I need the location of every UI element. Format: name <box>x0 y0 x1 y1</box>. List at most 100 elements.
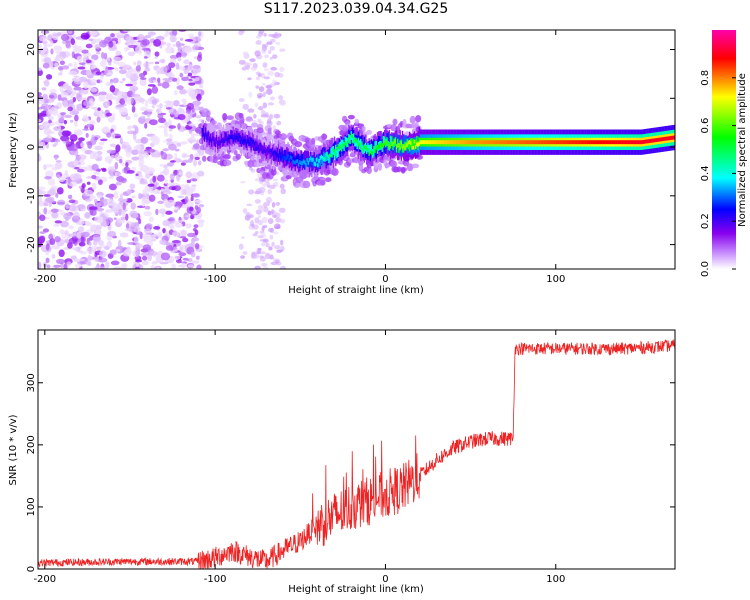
heatmap-cell <box>358 160 364 166</box>
heatmap-cell <box>144 170 149 174</box>
heatmap-cell <box>111 131 116 140</box>
heatmap-cell <box>73 61 78 70</box>
heatmap-cell <box>183 59 190 65</box>
heatmap-ridge-cell <box>473 140 475 145</box>
heatmap-cell <box>104 156 113 163</box>
heatmap-cell <box>187 72 193 77</box>
heatmap-cell <box>93 171 101 175</box>
heatmap-cell <box>179 235 187 239</box>
heatmap-cell <box>196 264 202 269</box>
heatmap-cell <box>263 225 268 229</box>
colorbar-tick-label: 0.6 <box>700 118 711 134</box>
heatmap-cell <box>109 205 113 209</box>
heatmap-cell <box>43 202 49 207</box>
heatmap-ridge-cell <box>623 140 625 145</box>
heatmap-cell <box>255 188 263 194</box>
heatmap-cell <box>144 34 152 39</box>
heatmap-cell <box>47 116 55 121</box>
heatmap-cell <box>248 167 253 171</box>
heatmap-cell <box>257 106 264 111</box>
heatmap-ridge-cell <box>423 140 425 145</box>
heatmap-cell <box>65 202 69 209</box>
heatmap-ridge-cell <box>271 147 274 157</box>
heatmap-cell <box>74 114 79 122</box>
heatmap-cell <box>98 91 107 96</box>
heatmap-ridge-cell <box>476 140 479 145</box>
heatmap-cell <box>151 260 158 265</box>
heatmap-ridge-cell <box>389 144 392 149</box>
heatmap-ridge-cell <box>438 140 441 145</box>
heatmap-ridge-cell <box>398 144 400 153</box>
heatmap-cell <box>171 30 178 36</box>
heatmap-ridge-cell <box>511 140 513 145</box>
heatmap-cell <box>44 123 53 126</box>
heatmap-cell <box>106 100 110 108</box>
heatmap-ridge-cell <box>381 143 383 152</box>
heatmap-cell <box>137 149 145 155</box>
heatmap-cell <box>241 236 245 239</box>
heatmap-cell <box>180 162 186 166</box>
heatmap-ridge-cell <box>402 144 405 149</box>
heatmap-ridge-cell <box>206 136 208 141</box>
heatmap-cell <box>139 78 147 87</box>
heatmap-cell <box>179 37 184 41</box>
heatmap-ridge-cell <box>407 140 410 145</box>
heatmap-cell <box>107 230 117 238</box>
heatmap-ridge-cell <box>349 139 351 144</box>
heatmap-cell <box>119 137 123 145</box>
heatmap-ridge-cell <box>429 140 431 145</box>
heatmap-cell <box>263 33 267 37</box>
heatmap-ridge-cell <box>345 137 348 147</box>
heatmap-cell <box>268 50 272 54</box>
heatmap-cell <box>99 266 106 269</box>
heatmap-cell <box>194 242 200 250</box>
heatmap-ridge-cell <box>588 140 591 145</box>
heatmap-cell <box>70 38 76 46</box>
y-tick-label: -10 <box>26 188 37 204</box>
heatmap-cell <box>125 116 131 121</box>
heatmap-ridge-cell <box>550 140 553 145</box>
heatmap-cell <box>193 227 197 232</box>
heatmap-cell <box>168 76 173 81</box>
heatmap-cell <box>242 51 249 56</box>
heatmap-ridge-cell <box>661 137 664 142</box>
heatmap-cell <box>54 154 58 161</box>
heatmap-cell <box>82 116 90 123</box>
heatmap-ridge-cell <box>221 138 224 143</box>
heatmap-x-ticks: -200 -100 0 100 <box>33 30 565 285</box>
heatmap-ridge-cell <box>418 137 420 147</box>
heatmap-cell <box>176 85 184 90</box>
heatmap-ridge-cell <box>494 140 497 145</box>
heatmap-cell <box>186 102 195 110</box>
heatmap-ridge-cell <box>503 140 505 145</box>
heatmap-cell <box>125 223 130 229</box>
heatmap-ridge-cell <box>449 140 451 145</box>
heatmap-ridge-cell <box>242 140 244 145</box>
heatmap-ridge-cell <box>497 140 499 145</box>
heatmap-ridge-cell <box>648 139 651 144</box>
heatmap-cell <box>148 216 154 223</box>
heatmap-cell <box>190 196 194 202</box>
heatmap-cell <box>104 261 110 269</box>
heatmap-cell <box>43 128 52 136</box>
heatmap-ridge-cell <box>269 148 271 153</box>
heatmap-cell <box>235 153 241 160</box>
heatmap-ridge-cell <box>236 135 238 140</box>
heatmap-ridge-cell <box>584 140 586 145</box>
heatmap-cell <box>138 264 144 269</box>
heatmap-ridge-cell <box>306 158 308 162</box>
heatmap-cell <box>82 128 90 131</box>
heatmap-cell <box>63 119 68 125</box>
heatmap-cell <box>141 255 148 261</box>
heatmap-ridge-cell <box>466 140 468 145</box>
heatmap-cell <box>103 52 108 60</box>
heatmap-ridge-cell <box>338 145 341 150</box>
heatmap-cell <box>245 212 251 219</box>
heatmap-cell <box>132 87 136 96</box>
x-tick-label: -100 <box>204 274 227 285</box>
heatmap-cell <box>253 224 259 230</box>
heatmap-cell <box>90 209 97 216</box>
heatmap-ridge-cell <box>357 137 360 147</box>
heatmap-ridge-cell <box>341 139 343 149</box>
heatmap-cell <box>157 200 165 205</box>
